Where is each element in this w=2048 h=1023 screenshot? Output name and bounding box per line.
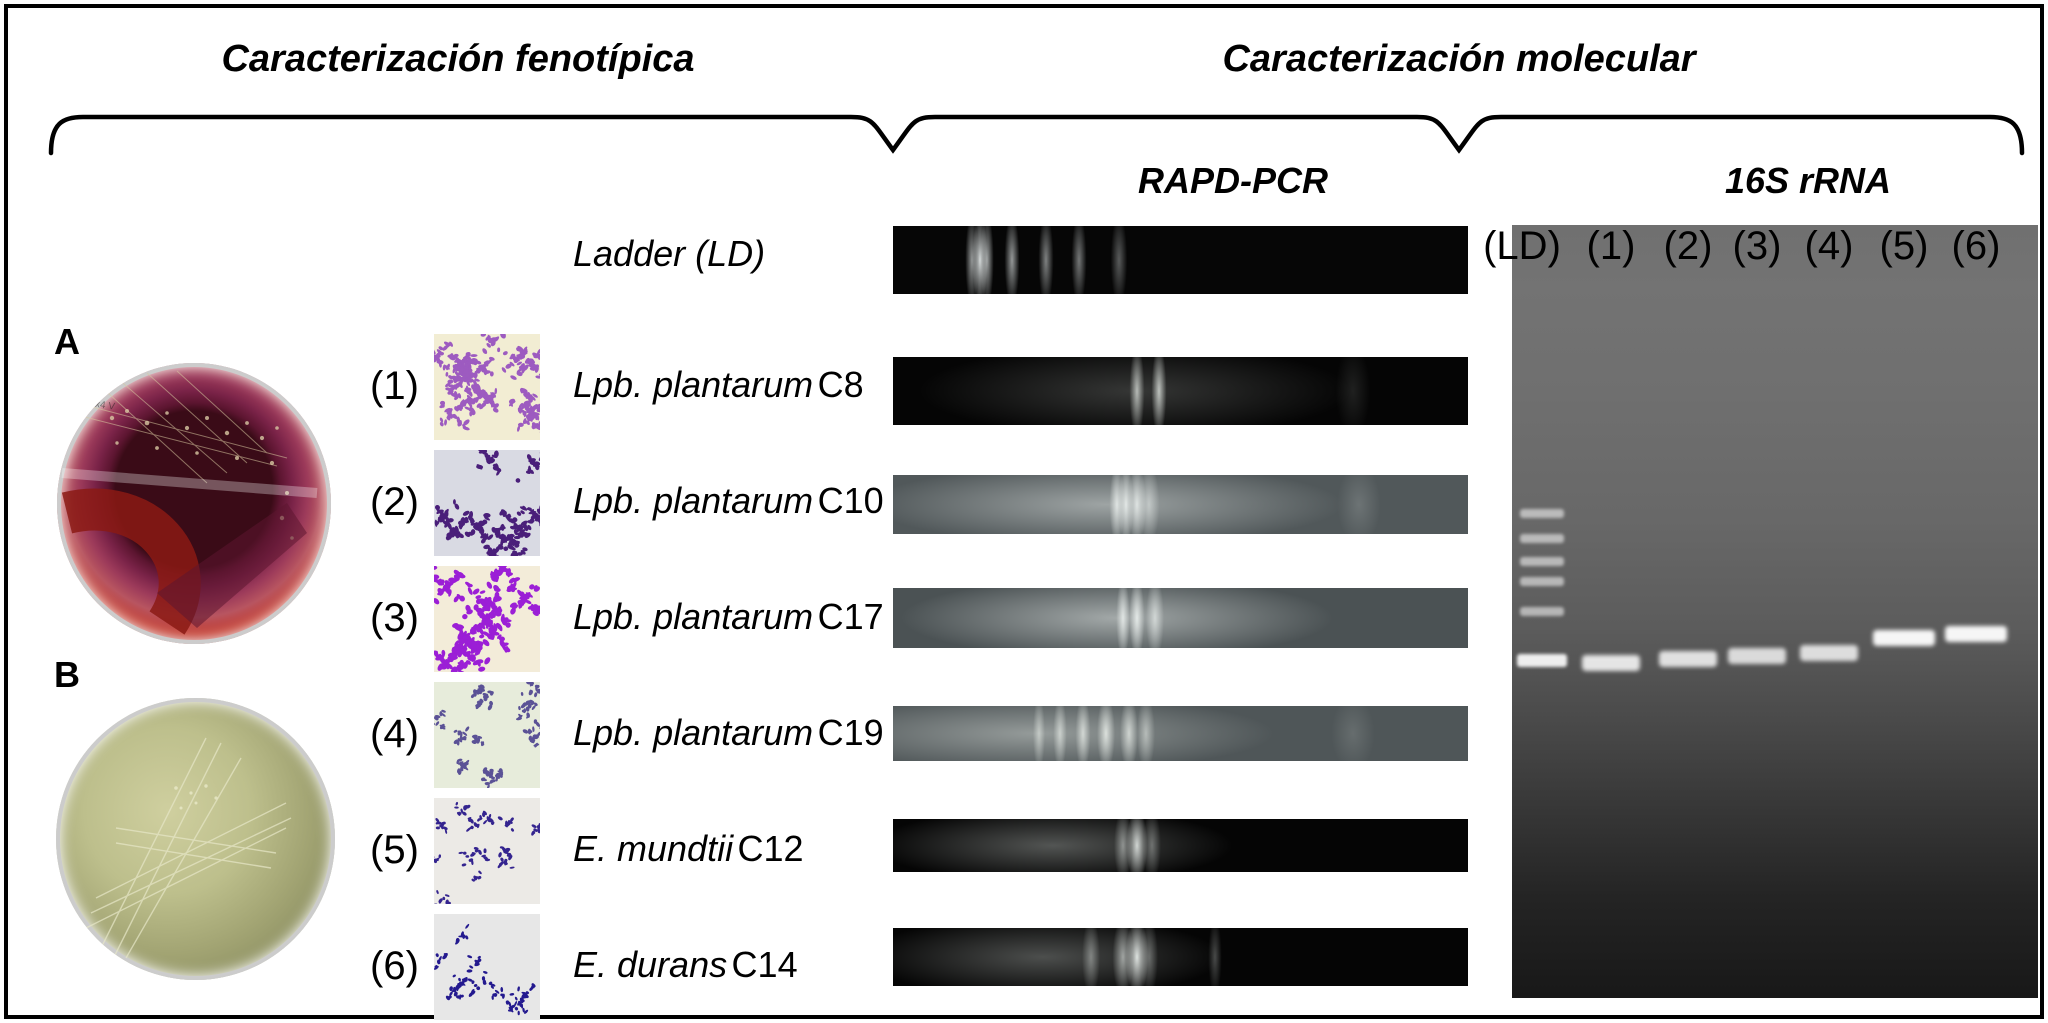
svg-text:ASL Ex4 V: ASL Ex4 V	[67, 395, 116, 413]
